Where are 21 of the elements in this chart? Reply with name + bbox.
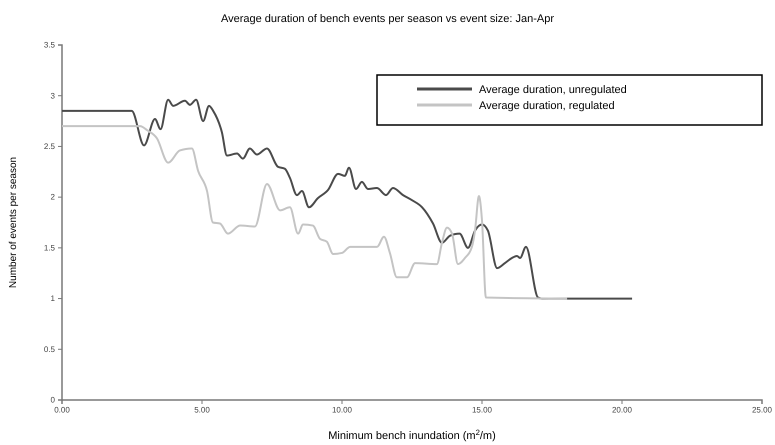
y-tick-label: 3	[50, 91, 56, 100]
x-tick-label: 25.00	[752, 406, 773, 415]
y-axis-title: Number of events per season	[8, 156, 19, 288]
x-axis-title: Minimum bench inundation (m$^{2}$/m)	[328, 428, 496, 442]
legend-label: Average duration, regulated	[479, 100, 615, 112]
line-series	[61, 125, 568, 300]
x-tick-label: 20.00	[612, 406, 633, 415]
y-tick-label: 2	[50, 192, 56, 202]
y-tick-label: 3.5	[44, 40, 56, 50]
y-tick-label: 1.5	[44, 243, 56, 252]
y-tick-label: 1	[50, 294, 56, 304]
y-tick-label: 0	[50, 396, 56, 405]
legend-label: Average duration, unregulated	[479, 84, 627, 96]
x-tick-label: 0.00	[54, 406, 70, 415]
y-tick-label: 0.5	[44, 344, 56, 354]
x-tick-label: 10.00	[332, 406, 353, 415]
x-tick-label: 15.00	[472, 406, 493, 415]
chart-title: Average duration of bench events per season vs event size: Jan-Apr	[220, 13, 554, 25]
y-tick-label: 2.5	[44, 142, 56, 151]
line-series	[61, 98, 634, 300]
x-tick-label: 5.00	[194, 406, 210, 415]
